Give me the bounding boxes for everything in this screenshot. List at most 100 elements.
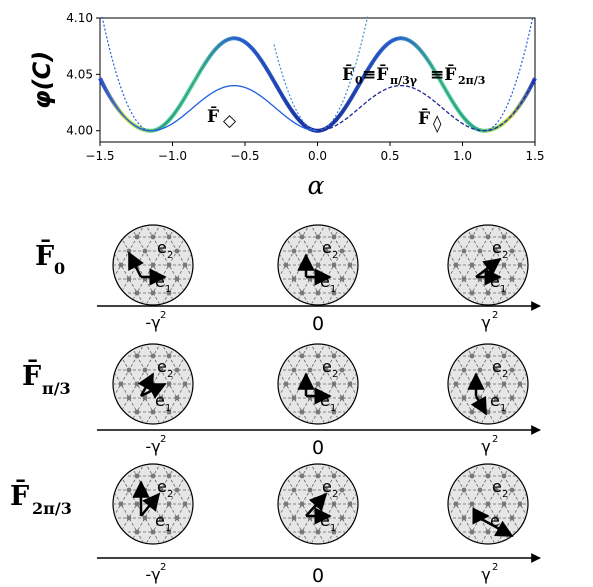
vector-label-e1: e: [490, 511, 500, 530]
row-label-1-main: F̄: [22, 358, 41, 392]
vector-sub-1: 1: [165, 284, 171, 295]
vector-label-e1: e: [320, 511, 330, 530]
vector-sub-2: 2: [332, 369, 338, 380]
x-axis-label: α: [308, 171, 325, 200]
vector-label-e1: e: [155, 511, 165, 530]
x-tick-label: 0.0: [308, 149, 327, 163]
row-label-2: F̄ 2π/3: [10, 478, 72, 518]
vector-b: [470, 395, 488, 416]
vector-label-e2: e: [322, 238, 332, 257]
vector-rows: e 2e 1e 2e 1e 2e 1-γ 2 0 γ 2e 2e 1e 2e 1e 2e 1-γ 2 0 γ 2e 2e 1…: [97, 224, 541, 587]
annotation-right-symbol: ◊: [433, 114, 442, 134]
y-tick-label: 4.10: [66, 11, 93, 25]
vector-label-e2: e: [322, 477, 332, 496]
x-tick-label: −1.5: [85, 149, 114, 163]
vector-sub-2: 2: [502, 489, 508, 500]
vector-label-e1: e: [320, 391, 330, 410]
axis-label-right: γ: [481, 313, 490, 332]
row-label-2-main: F̄: [10, 478, 29, 512]
vector-b: [140, 382, 167, 399]
y-tick-label: 4.00: [66, 124, 93, 138]
vector-row-2: e 2e 1e 2e 1e 2e 1-γ 2 0 γ 2: [97, 463, 541, 587]
axis-label-center: 0: [312, 565, 324, 587]
vector-row-1: e 2e 1e 2e 1e 2e 1-γ 2 0 γ 2: [97, 343, 541, 459]
vector-sub-1: 1: [330, 284, 336, 295]
vector-sub-1: 1: [500, 523, 506, 534]
axis-label-center: 0: [312, 437, 324, 459]
vector-a: [127, 251, 144, 278]
lattice-circle: e 2e 1: [277, 224, 359, 306]
x-tick-label: −1.0: [158, 149, 187, 163]
lattice-circle: e 2e 1: [277, 463, 359, 545]
vector-label-e2: e: [157, 357, 167, 376]
equiv-part-2: ≡F̄: [362, 64, 388, 85]
vector-label-e2: e: [322, 357, 332, 376]
annotation-equivalence: F̄ 0 ≡F̄ π/3γ ≡F̄ 2π/3: [342, 64, 485, 87]
vector-b: [475, 514, 514, 538]
vector-sub-1: 1: [500, 403, 506, 414]
vector-label-e1: e: [155, 272, 165, 291]
lattice-circle: e 2e 1: [112, 343, 194, 425]
axis-label-left: -γ: [145, 313, 160, 332]
vector-label-e1: e: [490, 272, 500, 291]
vector-sub-2: 2: [167, 489, 173, 500]
vector-a: [305, 492, 328, 517]
y-tick-labels: 4.00 4.05 4.10: [66, 11, 100, 138]
lattice-circle: e 2e 1: [277, 343, 359, 425]
vector-sub-2: 2: [502, 369, 508, 380]
equiv-part-4: ≡F̄: [430, 64, 456, 85]
lattice-circle: e 2e 1: [112, 463, 194, 545]
vector-sub-1: 1: [165, 523, 171, 534]
row-label-0-main: F̄: [35, 238, 54, 272]
series-thin-curve: [99, 77, 318, 132]
annotation-left-symbol: ◇: [223, 111, 237, 131]
axis-label-left-sup: 2: [160, 310, 166, 321]
vector-label-e1: e: [155, 391, 165, 410]
x-tick-label: −0.5: [230, 149, 259, 163]
vector-sub-2: 2: [167, 250, 173, 261]
axis-label-left-sup: 2: [160, 562, 166, 573]
y-axis-label: φ(C): [28, 51, 56, 109]
annotation-right: F̄ ◊: [418, 108, 442, 134]
row-label-2-sub: 2π/3: [32, 499, 72, 518]
plot-curves: [98, 16, 537, 133]
row-label-1-sub: π/3: [42, 379, 71, 398]
axis-label-right-sup: 2: [492, 562, 498, 573]
axis-label-right-sup: 2: [492, 310, 498, 321]
series-dotted-steep: [101, 16, 534, 132]
y-tick-label: 4.05: [66, 67, 93, 81]
vector-sub-2: 2: [502, 250, 508, 261]
x-tick-label: 1.0: [453, 149, 472, 163]
vector-label-e1: e: [320, 272, 330, 291]
vector-label-e1: e: [490, 391, 500, 410]
equiv-part-1: 0: [355, 74, 363, 87]
x-tick-labels: −1.5 −1.0 −0.5 0.0 0.5 1.0 1.5: [85, 142, 545, 163]
vector-label-e2: e: [157, 238, 167, 257]
axis-label-right: γ: [481, 437, 490, 456]
series-dotted-climb: [273, 16, 369, 132]
row-label-1: F̄ π/3: [22, 358, 71, 398]
vector-label-e2: e: [492, 357, 502, 376]
axis-label-left-sup: 2: [160, 434, 166, 445]
axis-label-center: 0: [312, 313, 324, 335]
vector-label-e2: e: [492, 238, 502, 257]
annotation-left-text: F̄: [207, 106, 219, 127]
annotation-right-text: F̄: [418, 108, 430, 129]
vector-row-0: e 2e 1e 2e 1e 2e 1-γ 2 0 γ 2: [97, 224, 541, 335]
vector-a: [475, 257, 502, 278]
vector-sub-1: 1: [330, 523, 336, 534]
axis-label-left: -γ: [145, 437, 160, 456]
lattice-circle: e 2e 1: [447, 224, 529, 306]
axis-label-right-sup: 2: [492, 434, 498, 445]
axis-label-left: -γ: [145, 565, 160, 584]
x-tick-label: 0.5: [380, 149, 399, 163]
vector-sub-2: 2: [332, 250, 338, 261]
lattice-circle: e 2e 1: [447, 463, 529, 545]
vector-sub-1: 1: [500, 284, 506, 295]
row-label-0-sub: 0: [54, 259, 65, 278]
vector-sub-1: 1: [165, 403, 171, 414]
lattice-circle: e 2e 1: [112, 224, 194, 306]
annotation-left: F̄ ◇: [207, 106, 237, 131]
vector-sub-1: 1: [330, 403, 336, 414]
equiv-part-3: π/3γ: [390, 74, 418, 87]
